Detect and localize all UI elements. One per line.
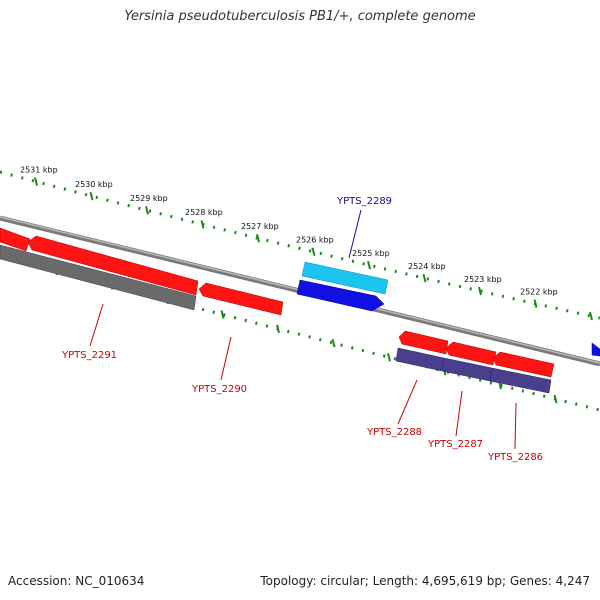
inner-major-tick (387, 352, 391, 362)
outer-major-tick (256, 233, 260, 243)
feature-gene-2291[interactable] (27, 235, 199, 296)
outer-major-tick (589, 311, 593, 321)
outer-scale-ticks (34, 177, 593, 321)
gene-labels: YPTS_2291 YPTS_2290 YPTS_2289 YPTS_2288 … (61, 196, 543, 463)
scale-tick-label: 2531 kbp (20, 166, 58, 175)
outer-major-tick (533, 299, 538, 308)
outer-major-tick (34, 177, 38, 186)
outer-major-tick (200, 220, 205, 229)
gene-label-2287[interactable]: YPTS_2287 (427, 439, 483, 450)
outer-major-tick (89, 191, 94, 201)
gene-label-2290[interactable]: YPTS_2290 (191, 384, 247, 395)
gene-label-2288[interactable]: YPTS_2288 (366, 427, 422, 438)
scale-tick-label: 2528 kbp (185, 208, 223, 217)
scale-tick-labels: 2531 kbp 2530 kbp 2529 kbp 2528 kbp 2527 kbp… (20, 166, 558, 297)
map-title: Yersinia pseudotuberculosis PB1/+, compl… (124, 9, 476, 24)
gene-features (0, 227, 600, 394)
feature-gene-left-edge[interactable] (0, 227, 31, 252)
feature-rna-2289[interactable] (301, 261, 389, 295)
inner-major-tick (331, 338, 336, 348)
feature-gene-2286[interactable] (492, 351, 555, 378)
outer-scale-dots (0, 170, 600, 320)
feature-cds-2289[interactable] (296, 279, 385, 312)
scale-tick-label: 2525 kbp (352, 249, 390, 258)
gene-label-2289[interactable]: YPTS_2289 (336, 196, 392, 207)
scale-tick-label: 2530 kbp (75, 180, 113, 189)
feature-cds-right-edge[interactable] (591, 342, 600, 357)
scale-tick-label: 2523 kbp (464, 275, 502, 284)
scale-tick-label: 2529 kbp (130, 194, 168, 203)
outer-major-tick (145, 206, 149, 215)
gene-label-2291[interactable]: YPTS_2291 (61, 350, 117, 361)
outer-major-tick (311, 247, 316, 257)
feature-gene-2290[interactable] (198, 282, 284, 316)
accession-text: Accession: NC_010634 (8, 574, 145, 588)
inner-major-tick (276, 324, 280, 334)
scale-tick-label: 2526 kbp (296, 235, 334, 244)
feature-cds-2286[interactable] (489, 367, 552, 394)
scale-tick-label: 2527 kbp (241, 222, 279, 231)
feature-gene-2287[interactable] (445, 341, 497, 366)
feature-pseudogene-2291[interactable] (0, 244, 197, 311)
label-leader-lines (89, 209, 517, 450)
scale-tick-label: 2522 kbp (520, 288, 558, 297)
outer-major-tick (478, 286, 482, 296)
outer-major-tick (422, 273, 427, 283)
inner-major-tick (220, 310, 225, 319)
feature-gene-2288[interactable] (398, 330, 449, 355)
outer-major-tick (367, 260, 371, 270)
gene-label-2286[interactable]: YPTS_2286 (487, 452, 543, 463)
inner-major-tick (553, 394, 558, 404)
scale-tick-label: 2524 kbp (408, 262, 446, 271)
genome-summary-text: Topology: circular; Length: 4,695,619 bp… (260, 574, 590, 588)
